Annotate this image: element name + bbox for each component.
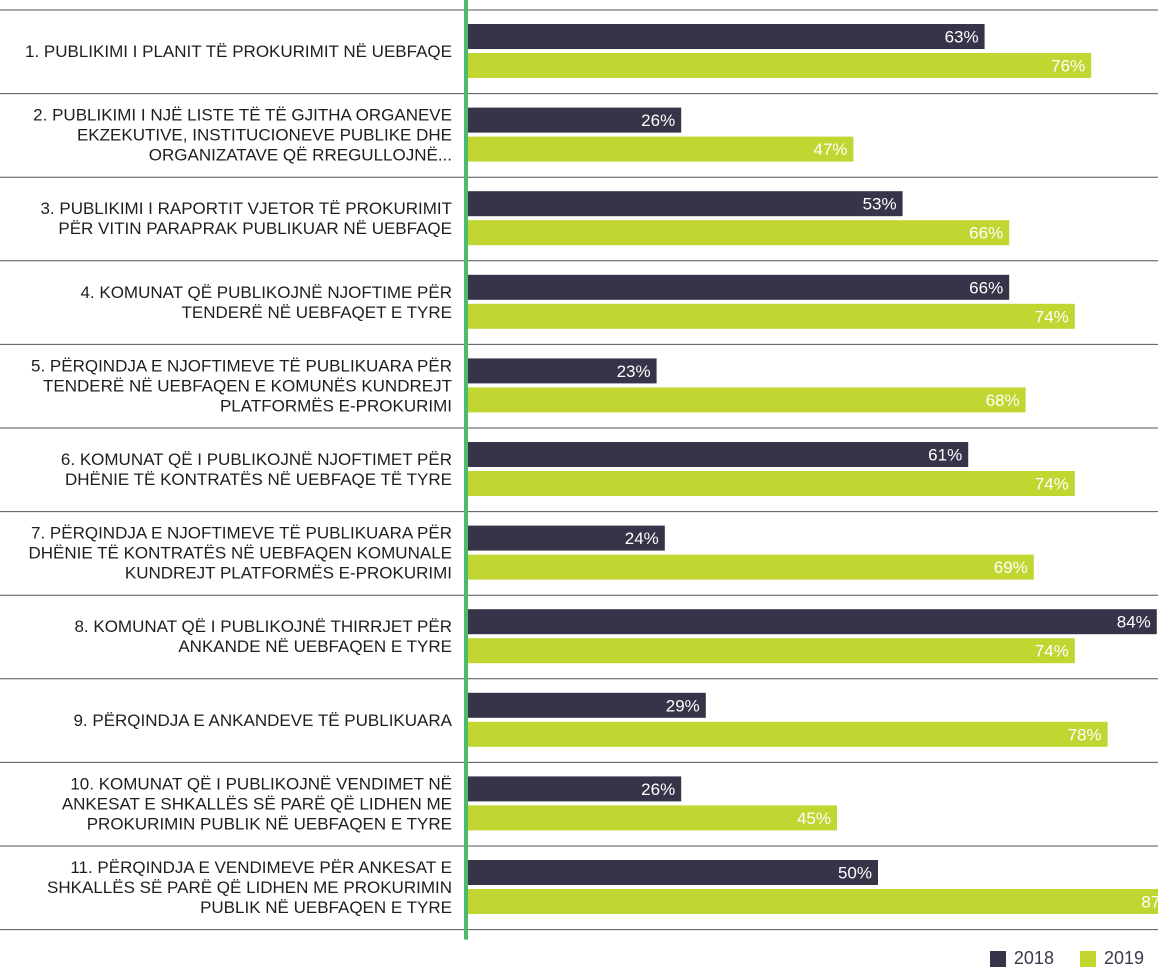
legend-label-2018: 2018 — [1013, 948, 1054, 968]
bar-2019 — [468, 303, 1075, 329]
category-label: 7. PËRQINDJA E NJOFTIMEVE TË PUBLIKUARA … — [28, 524, 452, 583]
category-label: 3. PUBLIKIMI I RAPORTIT VJETOR TË PROKUR… — [40, 199, 452, 238]
category-label-line: DHËNIE TË KONTRATËS NË UEBFAQEN KOMUNALE — [28, 544, 452, 563]
category-label-line: 10. KOMUNAT QË I PUBLIKOJNË VENDIMET NË — [70, 774, 452, 793]
category-label-line: 4. KOMUNAT QË PUBLIKOJNË NJOFTIME PËR — [80, 283, 452, 302]
category-label-line: 1. PUBLIKIMI I PLANIT TË PROKURIMIT NË U… — [25, 42, 452, 61]
data-label-2018: 24% — [625, 529, 659, 548]
bar-2019 — [468, 53, 1092, 78]
data-label-2019: 47% — [813, 140, 847, 159]
bar-2018 — [468, 776, 682, 802]
bar-2018 — [468, 692, 706, 718]
data-label-2019: 76% — [1051, 57, 1085, 76]
bar-2019 — [468, 554, 1034, 580]
data-label-2018: 61% — [928, 446, 962, 465]
bar-2018 — [468, 860, 878, 885]
data-label-2019: 74% — [1035, 475, 1069, 494]
data-label-2018: 26% — [641, 111, 675, 130]
legend-swatch-2019 — [1079, 950, 1096, 967]
legend-item-2018: 2018 — [989, 948, 1054, 969]
bar-2019 — [468, 136, 854, 162]
category-label-line: ANKESAT E SHKALLËS SË PARË QË LIDHEN ME — [62, 794, 452, 813]
category-label: 9. PËRQINDJA E ANKANDEVE TË PUBLIKUARA — [73, 711, 452, 730]
data-label-2018: 50% — [838, 864, 872, 883]
category-label-line: 7. PËRQINDJA E NJOFTIMEVE TË PUBLIKUARA … — [31, 524, 452, 543]
category-label-line: KUNDREJT PLATFORMËS E-PROKURIMI — [125, 564, 452, 583]
category-label-line: SHKALLËS SË PARË QË LIDHEN ME PROKURIMIN — [47, 878, 452, 897]
category-label-line: 5. PËRQINDJA E NJOFTIMEVE TË PUBLIKUARA … — [31, 356, 452, 375]
data-label-2018: 84% — [1117, 613, 1151, 632]
category-label: 2. PUBLIKIMI I NJË LISTE TË TË GJITHA OR… — [33, 106, 452, 165]
data-label-2019: 69% — [994, 558, 1028, 577]
category-label-line: ORGANIZATAVE QË RREGULLOJNË... — [149, 146, 452, 165]
bar-2018 — [468, 442, 969, 467]
category-label-line: 9. PËRQINDJA E ANKANDEVE TË PUBLIKUARA — [73, 711, 452, 730]
legend-label-2019: 2019 — [1103, 948, 1144, 968]
category-label-line: 11. PËRQINDJA E VENDIMEVE PËR ANKESAT E — [70, 858, 452, 877]
bar-2019 — [468, 805, 837, 831]
category-label-line: DHËNIE TË KONTRATËS NË UEBFAQE TË TYRE — [65, 470, 452, 489]
category-label-line: 8. KOMUNAT QË I PUBLIKOJNË THIRRJET PËR — [74, 617, 452, 636]
category-label-line: PUBLIK NË UEBFAQEN E TYRE — [200, 898, 452, 917]
bar-2018 — [468, 525, 665, 551]
bar-2019 — [468, 220, 1010, 246]
bar-2019 — [468, 471, 1075, 496]
bar-2018 — [468, 107, 682, 133]
legend: 2018 2019 — [989, 948, 1144, 969]
data-label-2018: 66% — [969, 278, 1003, 297]
category-label-line: TENDERË NË UEBFAQET E TYRE — [182, 303, 453, 322]
bar-2019 — [468, 638, 1075, 664]
category-label: 5. PËRQINDJA E NJOFTIMEVE TË PUBLIKUARA … — [31, 356, 452, 415]
bar-2018 — [468, 191, 903, 217]
data-label-2018: 53% — [863, 195, 897, 214]
category-label-line: TENDERË NË UEBFAQEN E KOMUNËS KUNDREJT — [43, 376, 452, 395]
data-label-2019: 66% — [969, 224, 1003, 243]
data-label-2019: 87% — [1141, 893, 1158, 912]
legend-item-2019: 2019 — [1079, 948, 1144, 969]
data-label-2019: 45% — [797, 809, 831, 828]
category-label-line: 3. PUBLIKIMI I RAPORTIT VJETOR TË PROKUR… — [40, 199, 452, 218]
data-label-2018: 23% — [617, 362, 651, 381]
data-label-2018: 26% — [641, 780, 675, 799]
bar-2018 — [468, 358, 657, 384]
category-axis-line — [464, 0, 468, 940]
data-label-2019: 68% — [986, 391, 1020, 410]
data-label-2018: 29% — [666, 696, 700, 715]
category-label-line: PROKURIMIN PUBLIK NË UEBFAQEN E TYRE — [87, 814, 452, 833]
category-label-line: PËR VITIN PARAPRAK PUBLIKUAR NË UEBFAQE — [58, 219, 452, 238]
category-label: 4. KOMUNAT QË PUBLIKOJNË NJOFTIME PËR TEN… — [80, 283, 452, 322]
category-label-line: EKZEKUTIVE, INSTITUCIONEVE PUBLIKE DHE — [77, 126, 452, 145]
data-label-2019: 78% — [1068, 725, 1102, 744]
bar-2018 — [468, 274, 1010, 300]
data-label-2019: 74% — [1035, 642, 1069, 661]
bar-2018 — [468, 609, 1157, 635]
category-label: 8. KOMUNAT QË I PUBLIKOJNË THIRRJET PËR A… — [74, 617, 452, 656]
data-label-2019: 74% — [1035, 307, 1069, 326]
category-label: 10. KOMUNAT QË I PUBLIKOJNË VENDIMET NË A… — [62, 774, 452, 833]
data-label-2018: 63% — [945, 28, 979, 47]
category-label: 1. PUBLIKIMI I PLANIT TË PROKURIMIT NË U… — [25, 42, 452, 61]
category-label-line: ANKANDE NË UEBFAQEN E TYRE — [178, 637, 452, 656]
bar-2018 — [468, 24, 985, 49]
category-label-line: PLATFORMËS E-PROKURIMI — [220, 396, 452, 415]
category-label: 6. KOMUNAT QË I PUBLIKOJNË NJOFTIMET PËR… — [61, 450, 452, 489]
category-label-line: 6. KOMUNAT QË I PUBLIKOJNË NJOFTIMET PËR — [61, 450, 452, 469]
bar-2019 — [468, 721, 1108, 747]
category-label-line: 2. PUBLIKIMI I NJË LISTE TË TË GJITHA OR… — [33, 106, 452, 125]
bar-2019 — [468, 387, 1026, 413]
legend-swatch-2018 — [989, 950, 1006, 967]
bar-2019 — [468, 889, 1158, 914]
